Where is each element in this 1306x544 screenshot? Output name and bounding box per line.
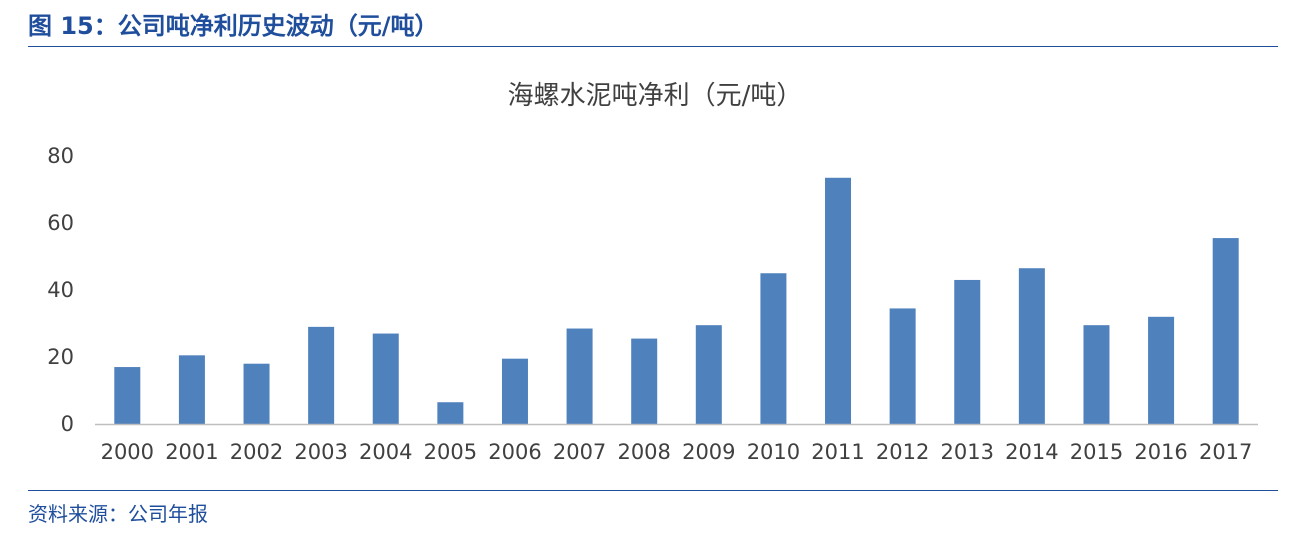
x-tick-label: 2005: [424, 440, 477, 464]
x-tick-label: 2004: [359, 440, 412, 464]
bar-2003: [308, 326, 335, 424]
x-tick-label: 2014: [1005, 440, 1058, 464]
figure-header: 图 15：公司吨净利历史波动（元/吨）: [28, 8, 439, 44]
x-tick-label: 2010: [747, 440, 800, 464]
bar-2006: [501, 358, 528, 424]
x-axis-ticks: 2000 2001 2002 2003 2004 2005 2006 2007 2008 2009…: [101, 440, 1253, 464]
x-tick-label: 2006: [488, 440, 541, 464]
y-tick-label: 0: [61, 412, 74, 436]
y-tick-label: 20: [47, 345, 74, 369]
bar-2008: [631, 338, 658, 424]
bar-2010: [760, 273, 787, 424]
bar-2017: [1212, 238, 1239, 424]
bar-2001: [178, 355, 205, 424]
y-tick-label: 40: [47, 278, 74, 302]
x-tick-label: 2012: [876, 440, 929, 464]
x-tick-label: 2002: [230, 440, 283, 464]
y-tick-label: 80: [47, 144, 74, 168]
bar-2002: [243, 363, 270, 424]
bar-2009: [695, 325, 722, 424]
x-tick-label: 2001: [165, 440, 218, 464]
header-divider: [28, 46, 1278, 47]
x-tick-label: 2008: [617, 440, 670, 464]
x-tick-label: 2013: [941, 440, 994, 464]
bar-2005: [437, 402, 464, 424]
footer-divider: [28, 490, 1278, 491]
y-axis-ticks: 0 20 40 60 80: [47, 144, 74, 436]
x-tick-label: 2011: [811, 440, 864, 464]
bar-2013: [954, 279, 981, 424]
bar-2004: [372, 333, 399, 424]
chart-title: 海螺水泥吨净利（元/吨）: [508, 81, 803, 111]
source-note: 资料来源：公司年报: [28, 502, 208, 526]
bar-2000: [114, 367, 141, 424]
bar-2015: [1083, 325, 1110, 424]
x-tick-label: 2017: [1199, 440, 1252, 464]
bar-2007: [566, 328, 593, 424]
x-tick-label: 2009: [682, 440, 735, 464]
y-tick-label: 60: [47, 211, 74, 235]
bar-2016: [1148, 316, 1175, 424]
bar-2014: [1018, 268, 1045, 424]
x-tick-label: 2007: [553, 440, 606, 464]
x-tick-label: 2015: [1070, 440, 1123, 464]
bar-2012: [889, 308, 916, 424]
x-tick-label: 2000: [101, 440, 154, 464]
bar-2011: [825, 177, 852, 424]
x-tick-label: 2003: [294, 440, 347, 464]
figure-title: 图 15：公司吨净利历史波动（元/吨）: [28, 12, 439, 40]
x-tick-label: 2016: [1134, 440, 1187, 464]
bar-series: [114, 177, 1239, 424]
